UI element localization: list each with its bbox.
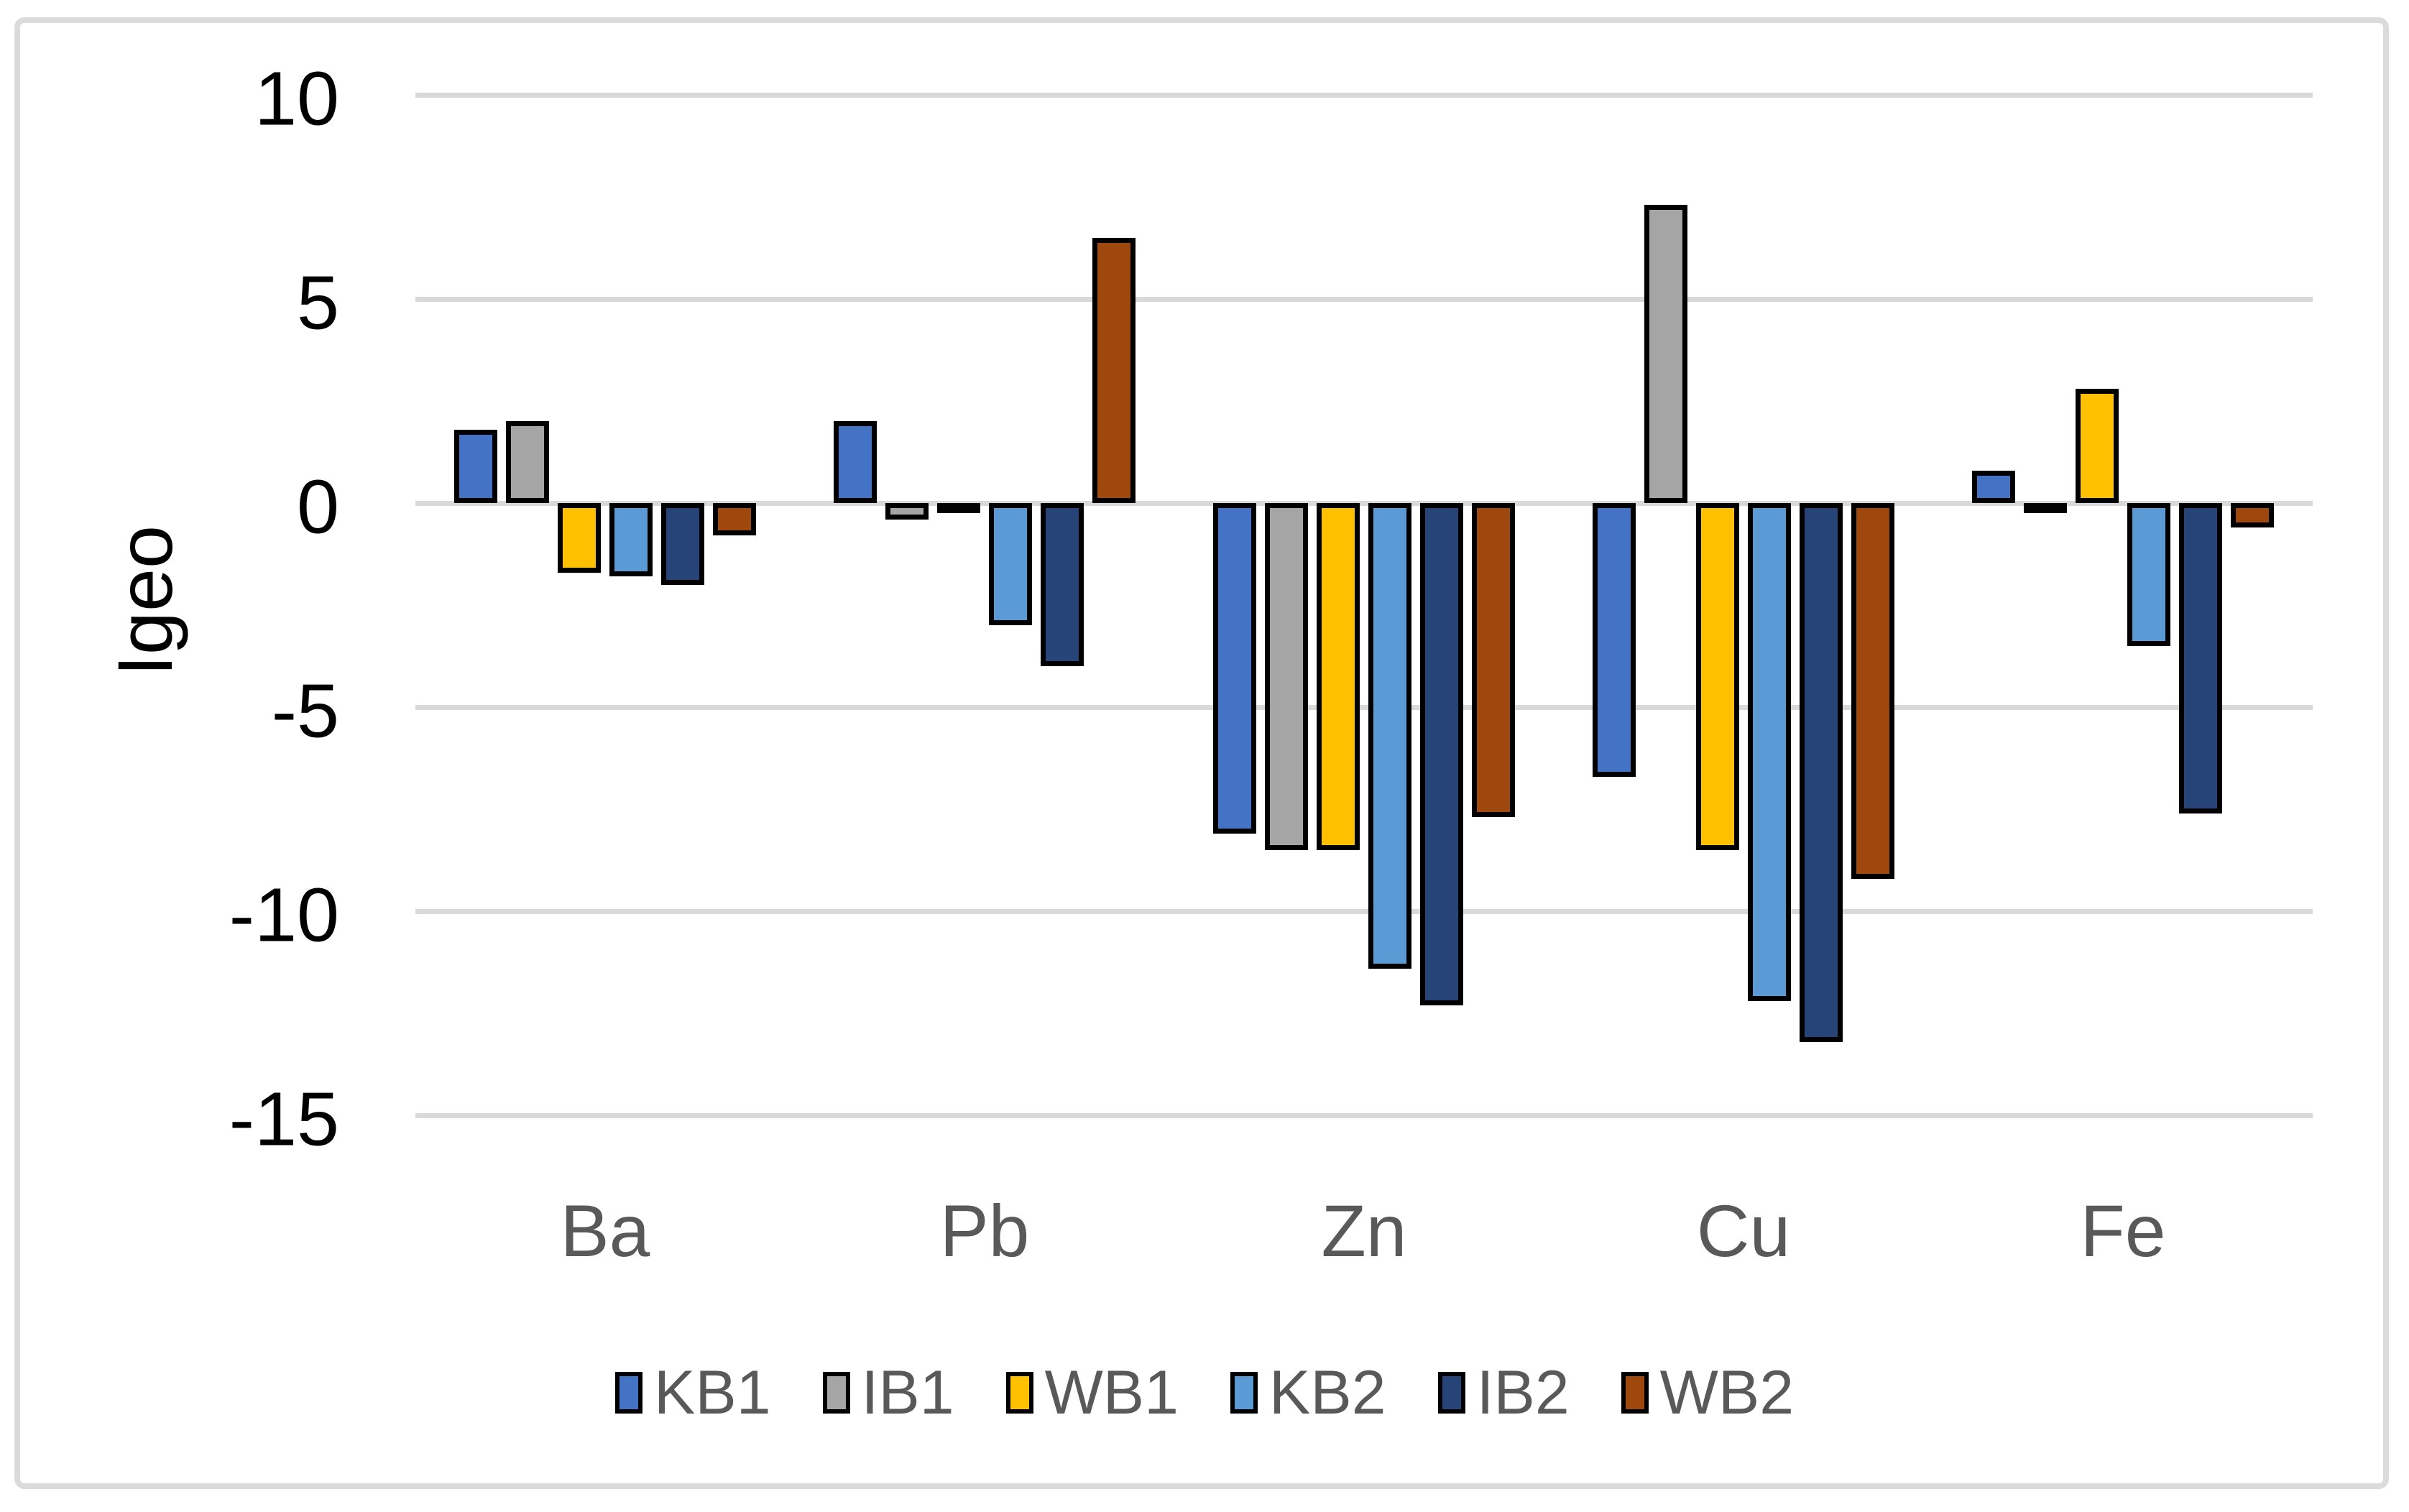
legend-item-IB1: IB1 (822, 1358, 954, 1427)
legend: KB1 IB1 WB1 KB2 IB2 WB2 (0, 1350, 2409, 1436)
legend-swatch-KB2 (1230, 1372, 1258, 1414)
legend-swatch-KB1 (614, 1372, 642, 1414)
chart-frame (14, 17, 2389, 1489)
legend-item-KB1: KB1 (614, 1358, 771, 1427)
legend-label-IB2: IB2 (1476, 1358, 1570, 1427)
legend-swatch-WB1 (1005, 1372, 1033, 1414)
legend-label-WB2: WB2 (1659, 1358, 1795, 1427)
legend-label-KB2: KB2 (1269, 1358, 1386, 1427)
legend-item-WB2: WB2 (1621, 1362, 1794, 1424)
legend-swatch-IB1 (822, 1372, 850, 1414)
legend-label-IB1: IB1 (861, 1358, 954, 1427)
legend-item-KB2: KB2 (1230, 1362, 1386, 1424)
legend-item-WB1: WB1 (1005, 1358, 1179, 1427)
legend-item-IB2: IB2 (1437, 1358, 1570, 1427)
legend-label-WB1: WB1 (1044, 1358, 1179, 1427)
legend-label-KB1: KB1 (653, 1358, 771, 1427)
y-axis-title: Igeo (101, 525, 188, 677)
legend-swatch-WB2 (1621, 1372, 1649, 1414)
legend-swatch-IB2 (1437, 1372, 1465, 1414)
